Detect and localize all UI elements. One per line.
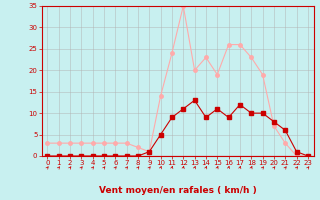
X-axis label: Vent moyen/en rafales ( km/h ): Vent moyen/en rafales ( km/h ) — [99, 186, 256, 195]
